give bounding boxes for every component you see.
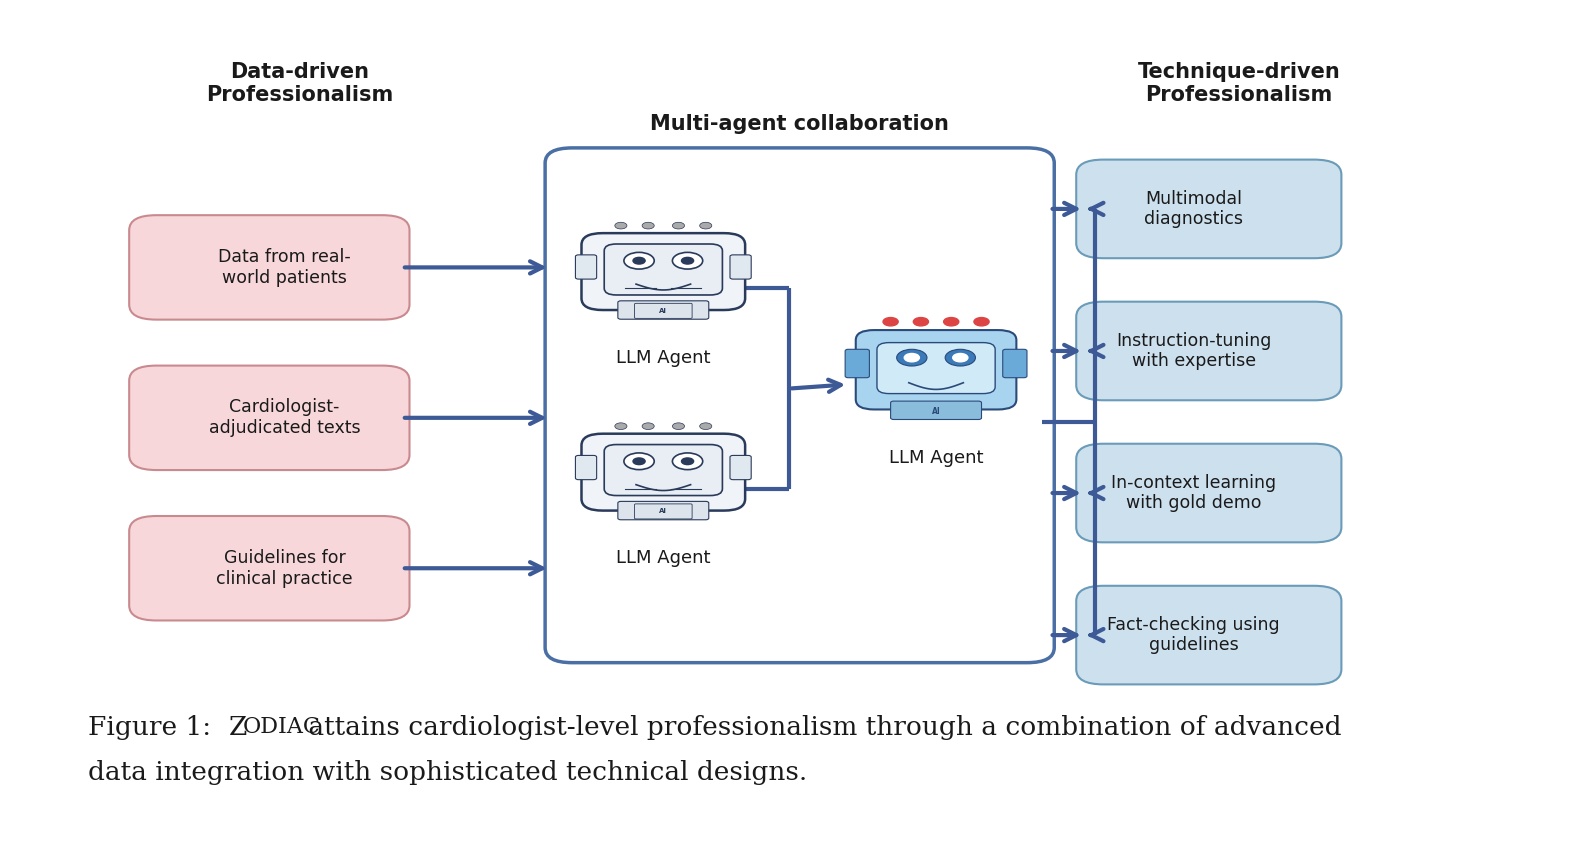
FancyBboxPatch shape bbox=[130, 365, 409, 470]
FancyBboxPatch shape bbox=[604, 244, 722, 295]
FancyBboxPatch shape bbox=[1003, 349, 1027, 378]
Circle shape bbox=[973, 317, 989, 326]
Text: Multimodal
diagnostics: Multimodal diagnostics bbox=[1144, 190, 1243, 229]
FancyBboxPatch shape bbox=[575, 255, 597, 279]
FancyBboxPatch shape bbox=[545, 148, 1054, 663]
FancyBboxPatch shape bbox=[618, 300, 709, 319]
Circle shape bbox=[681, 458, 694, 464]
Text: attains cardiologist-level professionalism through a combination of advanced: attains cardiologist-level professionali… bbox=[300, 715, 1341, 739]
Circle shape bbox=[943, 317, 959, 326]
Circle shape bbox=[883, 317, 897, 326]
Text: In-context learning
with gold demo: In-context learning with gold demo bbox=[1111, 473, 1277, 512]
FancyBboxPatch shape bbox=[730, 255, 750, 279]
FancyBboxPatch shape bbox=[1076, 301, 1341, 400]
Circle shape bbox=[673, 252, 703, 269]
FancyBboxPatch shape bbox=[845, 349, 869, 378]
Circle shape bbox=[700, 222, 713, 229]
FancyBboxPatch shape bbox=[1076, 160, 1341, 258]
FancyBboxPatch shape bbox=[130, 516, 409, 620]
FancyBboxPatch shape bbox=[856, 330, 1016, 409]
FancyBboxPatch shape bbox=[1076, 586, 1341, 684]
Text: ODIAC: ODIAC bbox=[243, 716, 321, 738]
FancyBboxPatch shape bbox=[130, 215, 409, 320]
FancyBboxPatch shape bbox=[581, 434, 746, 511]
Circle shape bbox=[641, 423, 654, 430]
Text: Multi-agent collaboration: Multi-agent collaboration bbox=[651, 114, 950, 133]
FancyBboxPatch shape bbox=[891, 401, 981, 419]
Text: AI: AI bbox=[932, 407, 940, 415]
Text: Data-driven
Professionalism: Data-driven Professionalism bbox=[205, 62, 393, 106]
Circle shape bbox=[945, 349, 975, 366]
Text: Guidelines for
clinical practice: Guidelines for clinical practice bbox=[216, 549, 352, 587]
Text: Figure 1:: Figure 1: bbox=[87, 715, 228, 739]
Text: LLM Agent: LLM Agent bbox=[616, 549, 711, 567]
Text: LLM Agent: LLM Agent bbox=[616, 349, 711, 366]
FancyBboxPatch shape bbox=[730, 456, 750, 479]
Circle shape bbox=[641, 222, 654, 229]
Text: Cardiologist-
adjudicated texts: Cardiologist- adjudicated texts bbox=[209, 398, 360, 437]
Circle shape bbox=[897, 349, 927, 366]
Text: Technique-driven
Professionalism: Technique-driven Professionalism bbox=[1138, 62, 1340, 106]
Circle shape bbox=[904, 354, 920, 362]
Circle shape bbox=[624, 252, 654, 269]
Circle shape bbox=[673, 222, 684, 229]
Text: AI: AI bbox=[659, 308, 667, 314]
Circle shape bbox=[700, 423, 713, 430]
Text: Z: Z bbox=[229, 715, 246, 739]
Circle shape bbox=[673, 453, 703, 469]
Text: data integration with sophisticated technical designs.: data integration with sophisticated tech… bbox=[87, 760, 807, 786]
FancyBboxPatch shape bbox=[581, 233, 746, 310]
Circle shape bbox=[634, 257, 645, 264]
FancyBboxPatch shape bbox=[877, 343, 995, 393]
FancyBboxPatch shape bbox=[635, 303, 692, 318]
Text: Instruction-tuning
with expertise: Instruction-tuning with expertise bbox=[1115, 332, 1272, 371]
FancyBboxPatch shape bbox=[604, 445, 722, 495]
Circle shape bbox=[673, 423, 684, 430]
Circle shape bbox=[913, 317, 929, 326]
Circle shape bbox=[624, 453, 654, 469]
FancyBboxPatch shape bbox=[1076, 444, 1341, 543]
Text: AI: AI bbox=[659, 508, 667, 514]
Circle shape bbox=[615, 222, 627, 229]
FancyBboxPatch shape bbox=[618, 501, 709, 520]
Text: Data from real-
world patients: Data from real- world patients bbox=[218, 248, 351, 287]
Text: LLM Agent: LLM Agent bbox=[890, 449, 983, 467]
Circle shape bbox=[634, 458, 645, 464]
Circle shape bbox=[681, 257, 694, 264]
Circle shape bbox=[615, 423, 627, 430]
Circle shape bbox=[953, 354, 969, 362]
Text: Fact-checking using
guidelines: Fact-checking using guidelines bbox=[1108, 615, 1280, 654]
FancyBboxPatch shape bbox=[575, 456, 597, 479]
FancyBboxPatch shape bbox=[635, 504, 692, 519]
